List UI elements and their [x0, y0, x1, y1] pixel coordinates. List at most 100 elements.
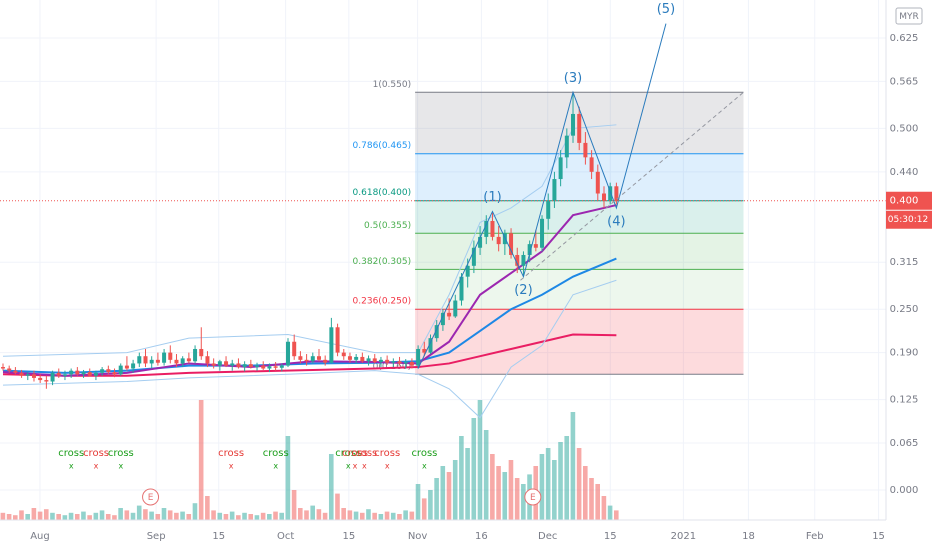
- y-tick-label: 0.190: [890, 348, 919, 359]
- fib-label: 0.786(0.465): [353, 141, 412, 151]
- y-tick-label: 0.315: [890, 257, 919, 268]
- candle-body: [19, 372, 24, 376]
- candle-body: [149, 359, 154, 364]
- volume-bar: [155, 514, 161, 520]
- volume-bar: [180, 511, 185, 520]
- candle-body: [533, 244, 538, 248]
- volume-bar: [93, 512, 99, 520]
- y-tick-label: 0.500: [890, 123, 919, 134]
- candle-body: [323, 359, 328, 363]
- wave-label: (2): [514, 283, 532, 298]
- candle-body: [261, 365, 266, 369]
- volume-bar: [477, 400, 483, 520]
- y-tick-label: 0.625: [890, 33, 919, 44]
- candle-body: [248, 364, 253, 368]
- volume-bar: [273, 511, 278, 520]
- volume-bar: [12, 515, 18, 520]
- candle-body: [242, 364, 247, 368]
- volume-bar: [43, 509, 49, 520]
- volume-bar: [223, 514, 229, 520]
- volume-bar: [143, 509, 148, 520]
- fib-label: 0.5(0.355): [364, 221, 411, 231]
- volume-bar: [236, 515, 241, 520]
- signal-text: cross: [58, 448, 84, 459]
- candle-body: [583, 142, 588, 158]
- x-tick-label: Oct: [277, 531, 294, 542]
- timer-label: 05:30:12: [888, 215, 928, 225]
- candle-body: [595, 171, 600, 194]
- wave-label: (1): [483, 190, 501, 205]
- volume-bar: [446, 472, 452, 520]
- indicator-line: [2, 124, 617, 357]
- volume-bar: [434, 478, 439, 520]
- candle-body: [155, 359, 160, 363]
- volume-bar: [583, 466, 588, 520]
- candle-body: [75, 370, 80, 375]
- volume-bar: [37, 511, 43, 520]
- plot: 1(0.550) 0.786(0.465) 0.618(0.400) 0.5(0.35…: [0, 2, 886, 520]
- volume-bar: [62, 515, 68, 520]
- volume-bar: [310, 505, 315, 520]
- volume-bar: [459, 436, 464, 520]
- candle-body: [279, 365, 284, 368]
- volume-bar: [19, 510, 24, 520]
- candle-body: [112, 372, 117, 375]
- volume-bar: [50, 512, 55, 520]
- volume-bar: [576, 448, 582, 520]
- x-tick-label: Feb: [806, 531, 824, 542]
- fib-label: 0.618(0.400): [353, 188, 412, 198]
- volume-bar: [570, 412, 576, 520]
- signal-text: cross: [263, 448, 289, 459]
- candle-body: [564, 135, 569, 158]
- event-label: E: [148, 493, 154, 503]
- signal-mark: x: [69, 462, 74, 471]
- volume-bar: [521, 484, 526, 520]
- volume-bar: [514, 478, 520, 520]
- candle-body: [601, 193, 606, 201]
- volume-bar: [589, 478, 594, 520]
- signal-mark: x: [346, 462, 351, 471]
- volume-bar: [384, 511, 390, 520]
- candle-body: [205, 356, 210, 364]
- candle-body: [230, 363, 235, 366]
- candle-body: [69, 370, 74, 375]
- signal-mark: x: [353, 462, 358, 471]
- candle-body: [471, 247, 476, 266]
- signal-mark: x: [94, 462, 99, 471]
- candle-body: [310, 356, 315, 362]
- volume-bar: [229, 511, 235, 520]
- volume-bar: [359, 512, 365, 520]
- volume-bar: [242, 512, 247, 520]
- volume-bar: [335, 493, 340, 520]
- volume-bar: [483, 430, 489, 520]
- volume-bar: [118, 508, 123, 520]
- candle-body: [93, 372, 98, 376]
- currency-box: [895, 7, 923, 25]
- candle-body: [62, 374, 67, 376]
- volume-bar: [112, 515, 117, 520]
- volume-bar: [316, 509, 322, 520]
- volume-bar: [595, 484, 600, 520]
- candle-body: [329, 327, 334, 363]
- candle-body: [347, 356, 352, 360]
- signal-text: cross: [218, 448, 244, 459]
- volume-bar: [74, 514, 80, 520]
- volume-bar: [397, 514, 402, 520]
- candle-body: [162, 352, 167, 363]
- volume-bar: [136, 505, 142, 520]
- volume-bar: [378, 514, 384, 520]
- volume-bar: [211, 510, 216, 520]
- volume-bar: [508, 460, 514, 520]
- candle-body: [180, 358, 185, 364]
- wave-label: (4): [607, 214, 625, 229]
- x-tick-label: Sep: [147, 531, 166, 542]
- volume-bar: [161, 508, 167, 520]
- candle-body: [478, 236, 483, 248]
- event-label: E: [530, 493, 536, 503]
- signal-mark: x: [229, 462, 234, 471]
- signal-mark: x: [422, 462, 427, 471]
- candle-body: [292, 341, 297, 357]
- signal-text: cross: [374, 448, 400, 459]
- fib-label: 0(0.160): [373, 362, 412, 372]
- volume-bar: [217, 512, 223, 520]
